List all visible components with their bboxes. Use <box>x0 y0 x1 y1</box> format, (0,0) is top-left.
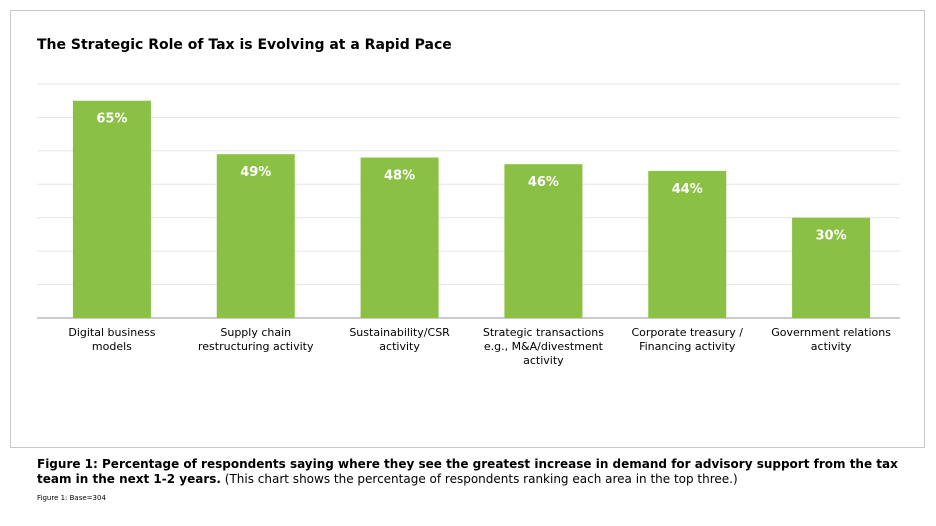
bar <box>360 157 439 318</box>
category-label: Strategic transactions e.g., M&A/divestme… <box>483 326 604 367</box>
figure-caption: Figure 1: Percentage of respondents sayi… <box>37 457 907 487</box>
category-label-line: activity <box>811 340 852 353</box>
bar <box>648 170 727 318</box>
category-label-line: Supply chain <box>220 326 291 339</box>
bar <box>792 217 871 318</box>
category-label-line: restructuring activity <box>198 340 314 353</box>
chart-title: The Strategic Role of Tax is Evolving at… <box>37 37 452 53</box>
category-label-line: activity <box>523 354 564 367</box>
data-label: 48% <box>384 169 415 184</box>
data-label: 46% <box>528 175 559 190</box>
category-label-line: Corporate treasury / <box>631 326 743 339</box>
category-label: Sustainability/CSR activity <box>349 326 450 353</box>
category-label-line: e.g., M&A/divestment <box>484 340 604 353</box>
data-label: 65% <box>96 112 127 127</box>
category-label: Digital business models <box>68 326 155 353</box>
category-label-line: models <box>92 340 132 353</box>
data-label: 49% <box>240 165 271 180</box>
caption-normal-text: (This chart shows the percentage of resp… <box>220 472 738 486</box>
bar <box>72 100 151 318</box>
base-note: Figure 1: Base=304 <box>37 494 106 502</box>
category-label-line: Government relations <box>771 326 891 339</box>
chart-frame <box>10 10 925 448</box>
category-label-line: activity <box>379 340 420 353</box>
data-label: 30% <box>816 229 847 244</box>
category-label: Corporate treasury / Financing activity <box>631 326 743 353</box>
category-label-line: Strategic transactions <box>483 326 604 339</box>
data-label: 44% <box>672 182 703 197</box>
caption-bold-text: Figure 1: Percentage of respondents sayi… <box>37 457 898 486</box>
category-label: Government relations activity <box>771 326 891 353</box>
bar <box>504 164 583 318</box>
category-label-line: Sustainability/CSR <box>349 326 450 339</box>
bar <box>216 154 295 318</box>
category-label-line: Financing activity <box>639 340 736 353</box>
category-label: Supply chain restructuring activity <box>198 326 314 353</box>
category-label-line: Digital business <box>68 326 155 339</box>
gridlines <box>37 83 900 286</box>
